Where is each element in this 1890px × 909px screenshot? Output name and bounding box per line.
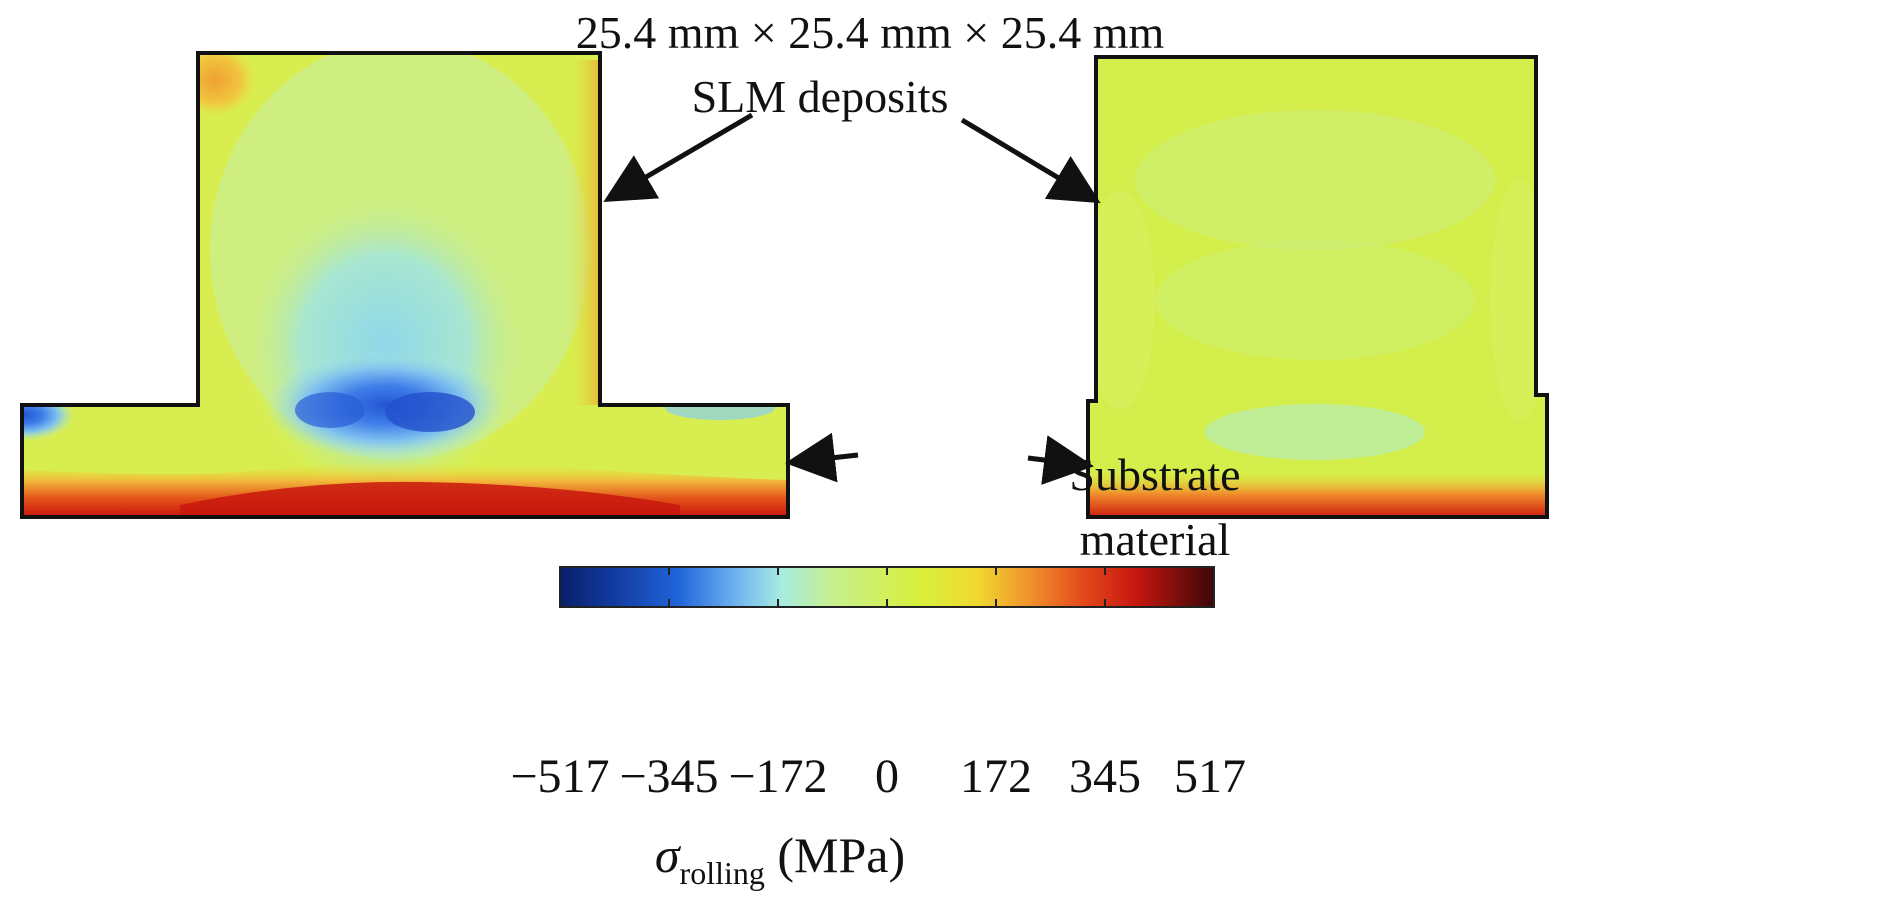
colorbar xyxy=(559,566,1215,608)
colorbar-label: σrolling (MPa) xyxy=(0,828,1560,891)
arrow-to-left-deposit xyxy=(603,112,754,203)
colorbar-tick-label: 0 xyxy=(875,750,899,803)
substrate-label: Substrate xyxy=(1069,449,1241,500)
left-specimen-outline xyxy=(20,51,790,519)
right-specimen xyxy=(1088,57,1547,517)
colorbar-tick-label: 517 xyxy=(1174,750,1246,803)
colorbar-tick-label: −172 xyxy=(728,750,828,803)
colorbar-tick-label: 345 xyxy=(1069,750,1141,803)
deposit-size-label: 25.4 mm × 25.4 mm × 25.4 mm xyxy=(575,7,1165,58)
colorbar-tick-label: −517 xyxy=(510,750,610,803)
right-specimen-outline xyxy=(1086,55,1549,519)
arrow-to-left-substrate xyxy=(785,432,859,483)
colorbar-label-symbol: σ xyxy=(654,827,680,883)
colorbar-tick-label: 172 xyxy=(960,750,1032,803)
colorbar-tick-label: −345 xyxy=(619,750,719,803)
arrow-to-right-deposit xyxy=(960,117,1101,204)
material-label: material xyxy=(1079,514,1231,565)
colorbar-label-subscript: rolling xyxy=(679,855,765,891)
slm-deposits-label: SLM deposits xyxy=(691,71,949,122)
colorbar-tick-marks xyxy=(668,567,1106,607)
colorbar-label-unit: (MPa) xyxy=(777,827,906,883)
arrow-to-right-substrate xyxy=(1027,435,1094,485)
